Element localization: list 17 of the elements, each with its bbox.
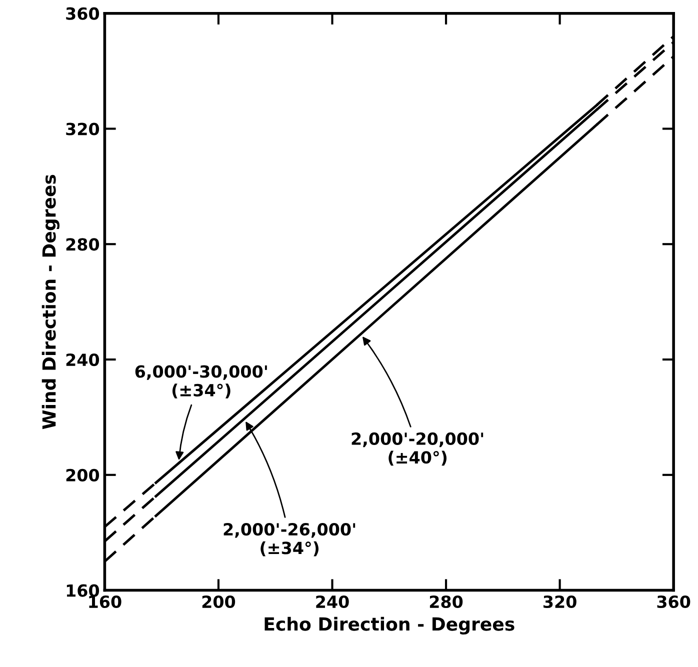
- x-axis-title: Echo Direction - Degrees: [264, 616, 514, 634]
- y-tick-label: 200: [66, 468, 100, 482]
- y-axis-title: Wind Direction - Degrees: [42, 174, 60, 430]
- y-tick-label: 160: [66, 584, 100, 597]
- x-tick-label: 240: [316, 595, 349, 608]
- x-tick-label: 320: [544, 595, 576, 608]
- x-tick-label: 200: [202, 595, 236, 608]
- y-tick-label: 240: [66, 353, 100, 366]
- y-tick-label: 280: [66, 238, 100, 251]
- y-tick-label: 320: [66, 122, 100, 136]
- y-tick-label: 360: [66, 7, 100, 20]
- x-tick-label: 280: [430, 595, 463, 608]
- x-tick-label: 160: [89, 595, 122, 608]
- annotation: 6,000'-30,000' (±34°): [135, 365, 267, 398]
- annotation: 2,000'-20,000' (±40°): [352, 432, 484, 466]
- annotation: 2,000'-26,000' (±34°): [224, 523, 356, 556]
- x-tick-label: 360: [657, 595, 690, 608]
